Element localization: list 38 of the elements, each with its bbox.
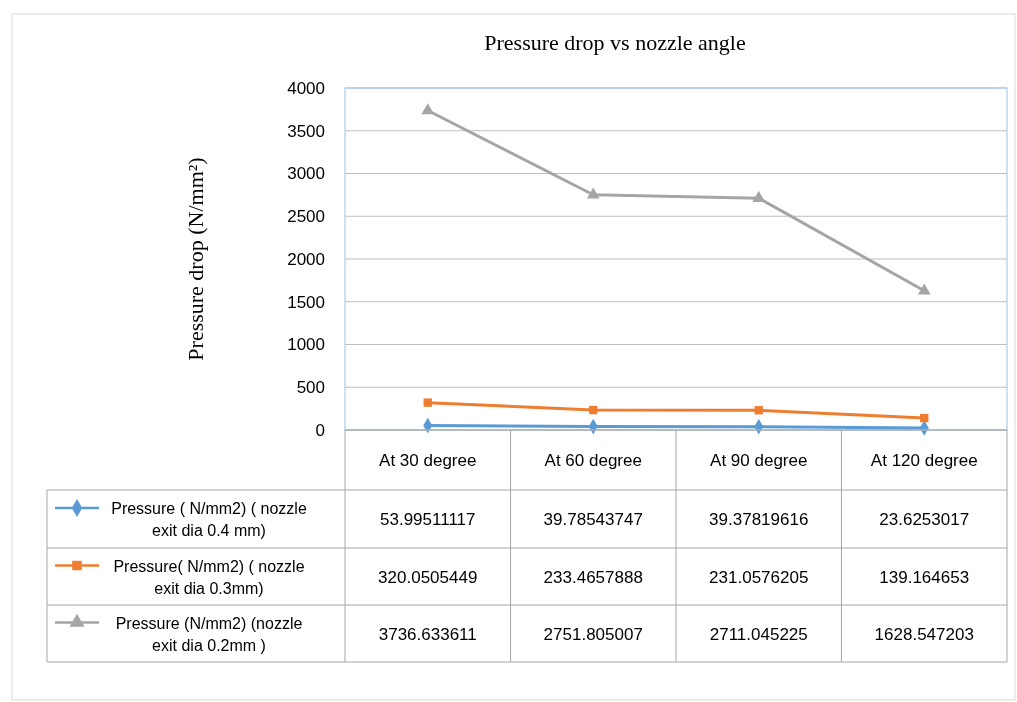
x-tick-label: At 90 degree (710, 451, 808, 470)
point (586, 187, 600, 199)
data-label: 53.99511117 (380, 510, 476, 529)
chart-title: Pressure drop vs nozzle angle (484, 30, 746, 55)
point (752, 190, 766, 202)
data-label: 2711.045225 (709, 624, 808, 644)
y-tick-label: 3000 (287, 164, 325, 184)
data-label: 23.6253017 (879, 510, 970, 529)
point (421, 103, 435, 115)
x-tick-label: At 60 degree (544, 451, 642, 470)
data-label: 39.78543747 (543, 510, 643, 529)
point (917, 283, 931, 295)
point (423, 398, 432, 407)
data-label: 1628.547203 (874, 624, 974, 644)
data-label: 2751.805007 (543, 624, 643, 644)
y-tick-label: 4000 (287, 78, 325, 98)
data-label: 39.37819616 (709, 510, 809, 529)
x-tick-label: At 30 degree (379, 451, 477, 470)
y-tick-label: 500 (296, 378, 325, 398)
y-tick-label: 3500 (287, 121, 325, 141)
data-label: 231.0576205 (709, 567, 809, 587)
legend-label: Pressure (N/mm2) (nozzle exit dia 0.2mm ) (115, 614, 303, 654)
data-label: 320.0505449 (378, 567, 478, 587)
y-tick-label: 0 (315, 420, 325, 440)
point (754, 406, 763, 415)
y-tick-label: 2500 (287, 207, 325, 227)
data-label: 3736.633611 (378, 624, 477, 644)
y-tick-label: 2000 (287, 249, 325, 269)
y-tick-label: 1000 (287, 335, 325, 355)
legend-label: Pressure( N/mm2) ( nozzle exit dia 0.3mm) (113, 557, 305, 597)
legend-label: Pressure ( N/mm2) ( nozzle exit dia 0.4 mm) (111, 500, 307, 539)
data-label: 139.164653 (879, 567, 970, 587)
point (920, 413, 929, 423)
y-axis-title: Pressure drop (N/mm²) (183, 157, 208, 361)
y-tick-label: 1500 (287, 292, 325, 312)
x-tick-label: At 120 degree (870, 451, 978, 470)
point (589, 405, 598, 415)
data-label: 233.4657888 (543, 567, 643, 587)
